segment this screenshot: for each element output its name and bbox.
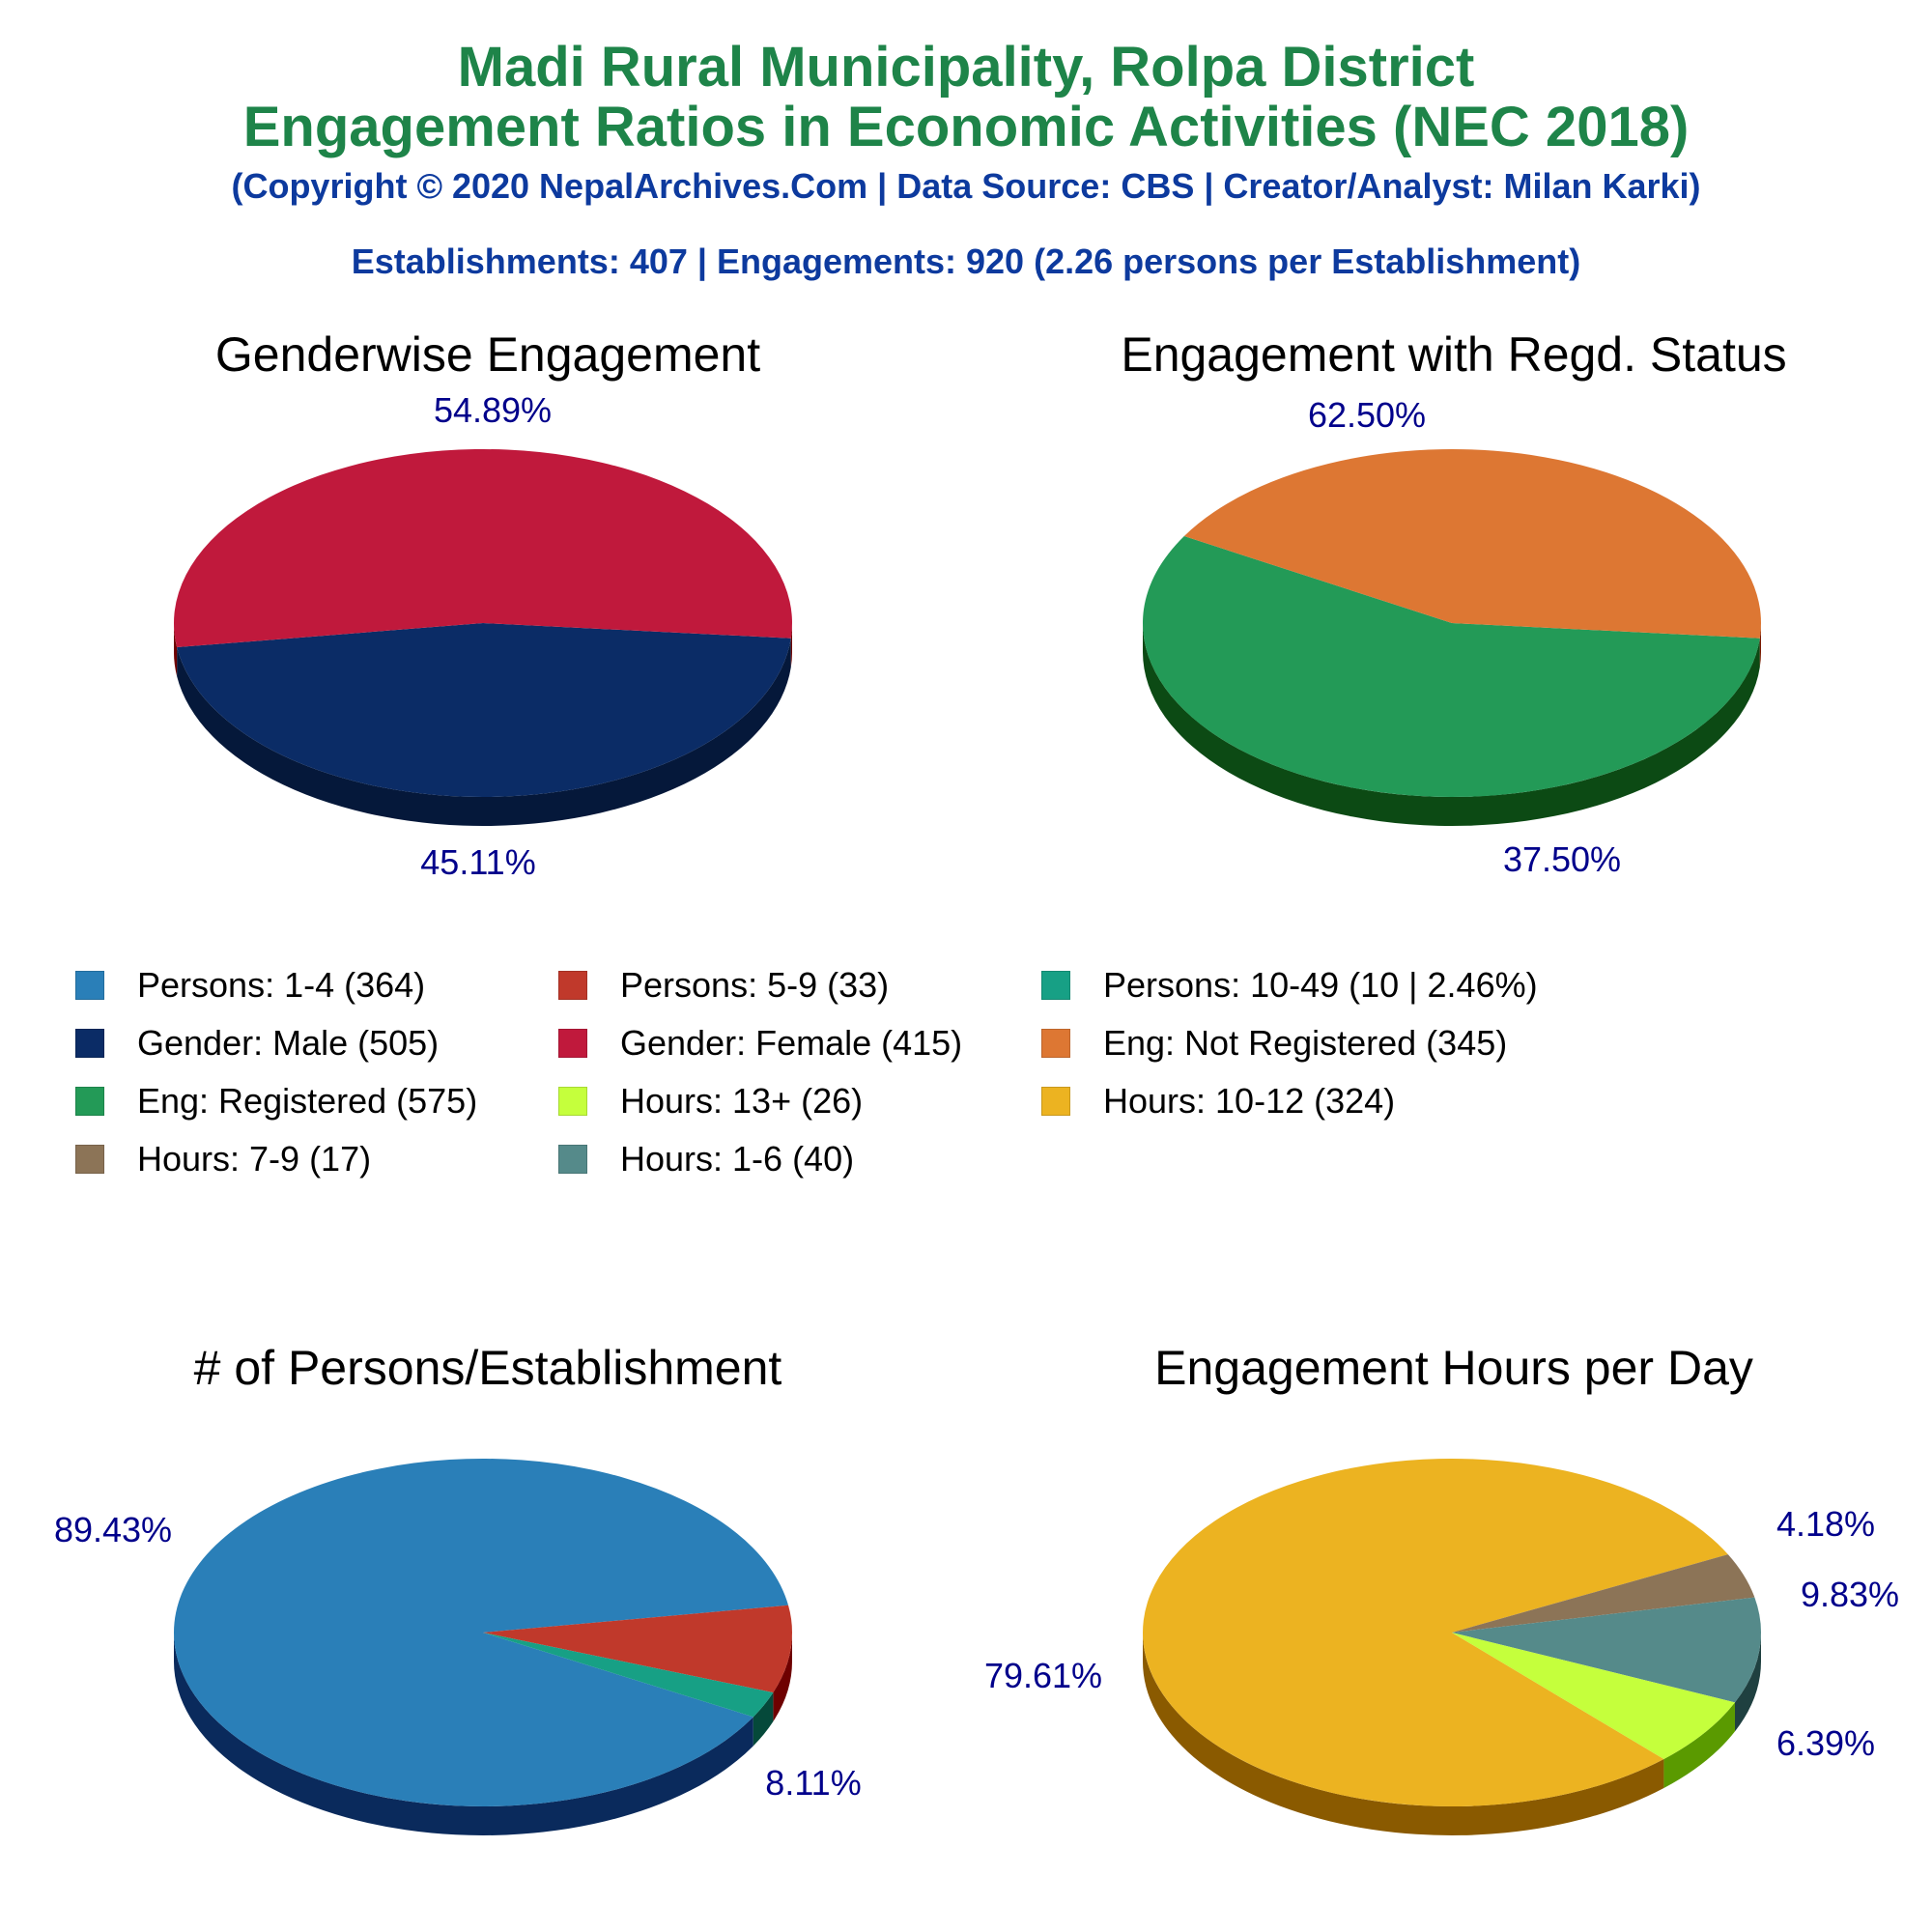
pie-side-persons-10-49 bbox=[753, 1692, 774, 1747]
pie-side-eng-registered bbox=[1143, 623, 1760, 827]
pie-slice-hours-7-9 bbox=[1452, 1554, 1755, 1633]
pie-title-persons: # of Persons/Establishment bbox=[193, 1341, 782, 1395]
legend-item: Hours: 7-9 (17) bbox=[75, 1139, 372, 1179]
credit-line: (Copyright © 2020 NepalArchives.Com | Da… bbox=[231, 166, 1701, 206]
pie-slice-persons-10-49 bbox=[483, 1633, 774, 1718]
legend-item: Eng: Registered (575) bbox=[75, 1081, 478, 1121]
legend-item: Persons: 10-49 (10 | 2.46%) bbox=[1041, 965, 1538, 1005]
pie-title-registration: Engagement with Regd. Status bbox=[1121, 327, 1787, 382]
pie-slice-eng-not-registered bbox=[1183, 448, 1762, 639]
pie-0 bbox=[173, 448, 793, 826]
pie-slice-hours-1-6 bbox=[1452, 1597, 1761, 1703]
legend-item: Gender: Female (415) bbox=[558, 1023, 963, 1063]
percent-label-eng-not-registered: 37.50% bbox=[1502, 839, 1622, 879]
main-title-line-2: Engagement Ratios in Economic Activities… bbox=[242, 96, 1690, 158]
legend-label: Hours: 13+ (26) bbox=[620, 1081, 864, 1121]
legend-swatch bbox=[558, 971, 587, 1000]
pie-title-gender: Genderwise Engagement bbox=[214, 327, 761, 382]
percent-label-persons-1-4: 89.43% bbox=[53, 1510, 173, 1549]
legend-label: Hours: 1-6 (40) bbox=[620, 1139, 855, 1179]
legend-swatch bbox=[75, 1145, 104, 1174]
pie-side-gender-male bbox=[177, 638, 791, 826]
pie-slice-eng-registered bbox=[1143, 536, 1760, 797]
legend-label: Eng: Not Registered (345) bbox=[1103, 1023, 1508, 1063]
legend-label: Hours: 10-12 (324) bbox=[1103, 1081, 1396, 1121]
percent-label-gender-male: 54.89% bbox=[433, 390, 553, 430]
legend-label: Gender: Female (415) bbox=[620, 1023, 963, 1063]
percent-label-hours-13-: 6.39% bbox=[1776, 1723, 1876, 1763]
pie-1 bbox=[1143, 448, 1762, 827]
legend-swatch bbox=[558, 1029, 587, 1058]
legend-item: Hours: 1-6 (40) bbox=[558, 1139, 855, 1179]
legend-swatch bbox=[1041, 1087, 1070, 1116]
legend-label: Persons: 5-9 (33) bbox=[620, 965, 890, 1005]
legend-item: Persons: 5-9 (33) bbox=[558, 965, 890, 1005]
legend-label: Persons: 1-4 (364) bbox=[137, 965, 426, 1005]
legend-swatch bbox=[75, 971, 104, 1000]
pie-side-persons-1-4 bbox=[174, 1633, 753, 1836]
legend-swatch bbox=[558, 1145, 587, 1174]
legend-item: Eng: Not Registered (345) bbox=[1041, 1023, 1508, 1063]
pie-title-hours: Engagement Hours per Day bbox=[1154, 1341, 1753, 1395]
percent-label-hours-10-12: 79.61% bbox=[983, 1656, 1103, 1695]
pie-side-hours-13- bbox=[1663, 1702, 1735, 1789]
pie-side-hours-1-6 bbox=[1734, 1633, 1761, 1732]
legend-label: Gender: Male (505) bbox=[137, 1023, 440, 1063]
pie-side-persons-5-9 bbox=[773, 1633, 793, 1722]
pie-slice-hours-10-12 bbox=[1142, 1459, 1728, 1806]
pie-slice-gender-female bbox=[173, 448, 792, 648]
pie-side-gender-female bbox=[174, 623, 178, 677]
pie-side-hours-10-12 bbox=[1143, 1633, 1664, 1835]
percent-label-persons-5-9: 8.11% bbox=[765, 1763, 862, 1803]
legend-swatch bbox=[1041, 971, 1070, 1000]
legend-swatch bbox=[1041, 1029, 1070, 1058]
pie-2 bbox=[174, 1459, 793, 1836]
percent-label-gender-female: 45.11% bbox=[420, 842, 536, 882]
legend-item: Hours: 10-12 (324) bbox=[1041, 1081, 1396, 1121]
pie-slice-persons-1-4 bbox=[174, 1459, 789, 1807]
pie-slice-gender-male bbox=[177, 623, 791, 797]
summary-line: Establishments: 407 | Engagements: 920 (… bbox=[351, 242, 1581, 281]
legend-item: Hours: 13+ (26) bbox=[558, 1081, 864, 1121]
legend-label: Persons: 10-49 (10 | 2.46%) bbox=[1103, 965, 1538, 1005]
legend-label: Hours: 7-9 (17) bbox=[137, 1139, 372, 1179]
pie-3 bbox=[1142, 1459, 1761, 1835]
pie-side-gender-female bbox=[790, 623, 793, 668]
pie-side-eng-not-registered bbox=[1759, 623, 1761, 668]
pie-slice-persons-5-9 bbox=[483, 1605, 792, 1693]
legend-swatch bbox=[558, 1087, 587, 1116]
main-title-line-1: Madi Rural Municipality, Rolpa District bbox=[457, 36, 1475, 99]
legend-item: Persons: 1-4 (364) bbox=[75, 965, 426, 1005]
legend-swatch bbox=[75, 1087, 104, 1116]
legend-swatch bbox=[75, 1029, 104, 1058]
percent-label-hours-1-6: 9.83% bbox=[1800, 1575, 1900, 1614]
legend-item: Gender: Male (505) bbox=[75, 1023, 440, 1063]
pie-slice-hours-13- bbox=[1452, 1633, 1735, 1760]
percent-label-eng-registered: 62.50% bbox=[1307, 395, 1427, 435]
legend-label: Eng: Registered (575) bbox=[137, 1081, 478, 1121]
percent-label-hours-7-9: 4.18% bbox=[1776, 1504, 1876, 1544]
